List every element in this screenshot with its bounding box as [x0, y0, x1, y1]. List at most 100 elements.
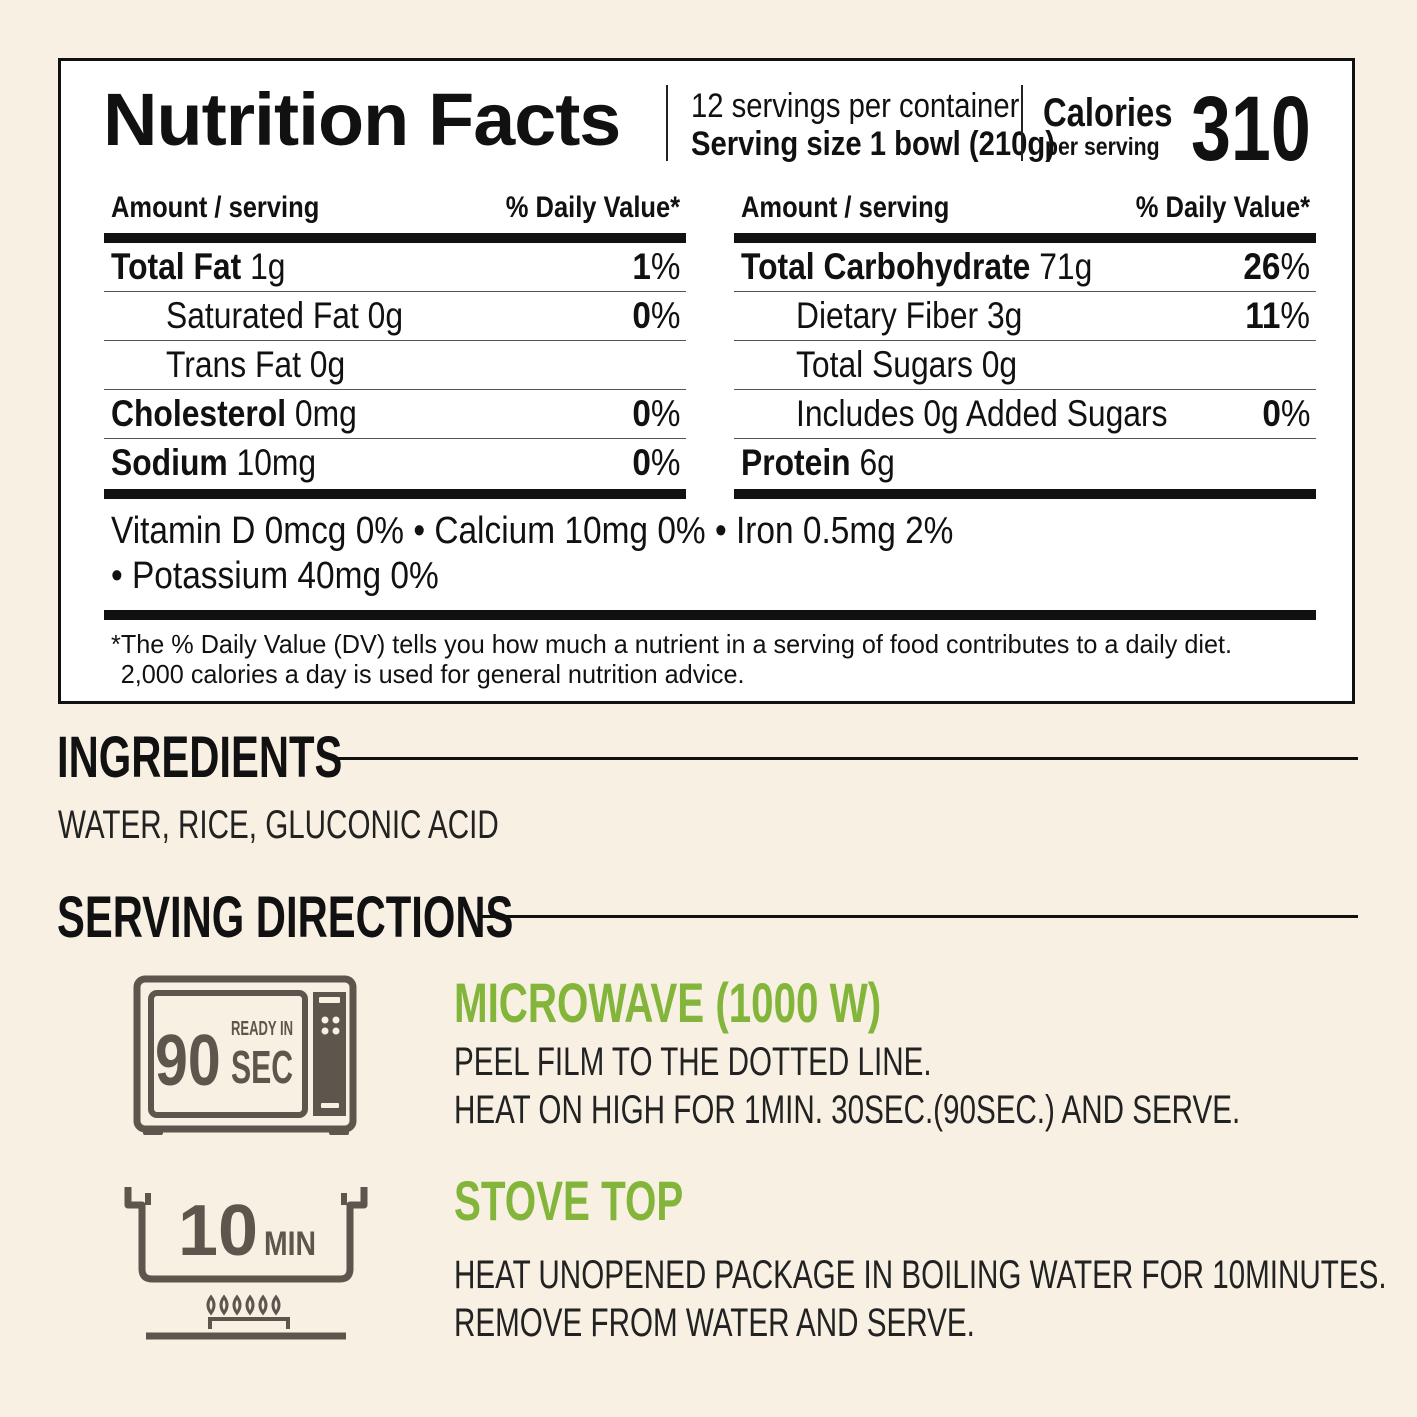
calories-value: 310 — [1191, 78, 1311, 180]
daily-value-header: % Daily Value* — [1135, 191, 1310, 224]
vitamins-line: • Potassium 40mg 0% — [111, 555, 439, 597]
daily-value-percent: 1% — [632, 243, 680, 291]
thick-rule — [734, 489, 1316, 499]
microwave-icon: 90 READY IN SEC — [133, 975, 359, 1142]
footnote-line: *The % Daily Value (DV) tells you how mu… — [111, 629, 1232, 659]
vitamins-minerals: Vitamin D 0mcg 0% • Calcium 10mg 0% • Ir… — [111, 509, 1185, 599]
servings-per-container: 12 servings per container — [691, 87, 1020, 125]
percent-number: 1 — [631, 246, 651, 287]
nutrient-amount: 1g — [241, 246, 286, 287]
stove-top-title: STOVE TOP — [454, 1169, 684, 1232]
stove-instruction: REMOVE FROM WATER AND SERVE. — [454, 1301, 975, 1345]
thick-rule — [734, 233, 1316, 243]
nutrient-amount: 6g — [850, 442, 895, 483]
header-divider — [666, 85, 668, 161]
amount-per-serving-header: Amount / serving — [111, 191, 320, 224]
daily-value-percent: 26% — [1243, 243, 1310, 291]
nutrient-label: Total Carbohydrate 71g — [741, 243, 1092, 291]
thick-rule — [104, 233, 686, 243]
nutrient-rows-right: Total Carbohydrate 71g 26% Dietary Fiber 3… — [734, 243, 1316, 487]
percent-number: 0 — [1261, 393, 1281, 434]
microwave-title: MICROWAVE (1000 W) — [454, 971, 882, 1034]
nutrient-row: Dietary Fiber 3g 11% — [734, 292, 1316, 341]
percent-sign: % — [650, 393, 680, 434]
percent-number: 0 — [631, 442, 651, 483]
nutrient-label: Includes 0g Added Sugars — [796, 390, 1168, 438]
microwave-instruction: PEEL FILM TO THE DOTTED LINE. — [454, 1040, 932, 1084]
nutrient-row: Saturated Fat 0g 0% — [104, 292, 686, 341]
percent-sign: % — [650, 442, 680, 483]
microwave-icon-top: READY IN — [231, 1018, 293, 1040]
serving-size: Serving size 1 bowl (210g) — [691, 125, 1055, 163]
column-header: Amount / serving % Daily Value* — [734, 191, 1316, 231]
vitamins-line: Vitamin D 0mcg 0% • Calcium 10mg 0% • Ir… — [111, 510, 954, 552]
amount-per-serving-header: Amount / serving — [741, 191, 950, 224]
stove-icon-number: 10 — [178, 1191, 258, 1271]
nutrient-amount: 71g — [1030, 246, 1093, 287]
nutrient-amount: Dietary Fiber 3g — [796, 295, 1023, 336]
nutrient-rows-left: Total Fat 1g 1% Saturated Fat 0g 0% Trans Fa… — [104, 243, 686, 487]
nutrient-row: Trans Fat 0g — [104, 341, 686, 390]
nutrient-row: Includes 0g Added Sugars 0% — [734, 390, 1316, 439]
nutrient-row: Protein 6g — [734, 439, 1316, 487]
nutrient-amount: Total Sugars 0g — [796, 344, 1018, 385]
percent-number: 11 — [1245, 295, 1281, 336]
section-rule — [482, 915, 1358, 918]
percent-sign: % — [650, 246, 680, 287]
nutrient-name: Cholesterol — [111, 393, 287, 434]
microwave-icon-unit: SEC — [231, 1041, 293, 1093]
nutrient-row: Total Sugars 0g — [734, 341, 1316, 390]
thick-rule — [104, 489, 686, 499]
nutrition-facts-title: Nutrition Facts — [103, 78, 621, 161]
thick-rule — [104, 610, 1316, 620]
nutrient-row: Cholesterol 0mg 0% — [104, 390, 686, 439]
nutrient-name: Total Fat — [111, 246, 242, 287]
nutrient-label: Dietary Fiber 3g — [796, 292, 1022, 340]
ingredients-list: WATER, RICE, GLUCONIC ACID — [58, 803, 499, 847]
serving-directions-heading: SERVING DIRECTIONS — [57, 885, 514, 950]
percent-sign: % — [1280, 393, 1310, 434]
stove-instruction: HEAT UNOPENED PACKAGE IN BOILING WATER F… — [454, 1253, 1387, 1297]
nutrient-row: Total Fat 1g 1% — [104, 243, 686, 292]
daily-value-percent: 0% — [1262, 390, 1310, 438]
percent-number: 0 — [631, 393, 651, 434]
daily-value-footnote: *The % Daily Value (DV) tells you how mu… — [111, 629, 1232, 689]
daily-value-percent: 0% — [632, 292, 680, 340]
nutrient-label: Trans Fat 0g — [166, 341, 345, 389]
calories-label: Calories — [1043, 91, 1173, 135]
daily-value-percent: 0% — [632, 439, 680, 487]
daily-value-percent: 0% — [632, 390, 680, 438]
percent-number: 26 — [1243, 246, 1281, 287]
percent-sign: % — [1280, 246, 1310, 287]
nutrient-name: Protein — [741, 442, 851, 483]
percent-sign: % — [650, 295, 680, 336]
stove-icon-unit: MIN — [264, 1225, 316, 1263]
percent-sign: % — [1280, 295, 1310, 336]
percent-number: 0 — [631, 295, 651, 336]
nutrient-amount: 10mg — [227, 442, 317, 483]
per-serving-label: per serving — [1045, 133, 1160, 161]
nutrient-label: Total Fat 1g — [111, 243, 285, 291]
nutrient-amount: Saturated Fat 0g — [166, 295, 404, 336]
nutrition-facts-panel: Nutrition Facts 12 servings per containe… — [58, 58, 1355, 704]
nutrient-column-left: Amount / serving % Daily Value* Total Fa… — [104, 191, 686, 499]
nutrient-label: Total Sugars 0g — [796, 341, 1017, 389]
nutrient-label: Saturated Fat 0g — [166, 292, 403, 340]
nutrient-name: Total Carbohydrate — [741, 246, 1031, 287]
nutrient-amount: Includes 0g Added Sugars — [796, 393, 1168, 434]
nutrient-column-right: Amount / serving % Daily Value* Total Ca… — [734, 191, 1316, 499]
nutrient-label: Cholesterol 0mg — [111, 390, 357, 438]
nutrient-row: Total Carbohydrate 71g 26% — [734, 243, 1316, 292]
nutrient-label: Protein 6g — [741, 439, 895, 487]
nutrient-label: Sodium 10mg — [111, 439, 316, 487]
microwave-icon-number: 90 — [155, 1019, 221, 1100]
footnote-line: 2,000 calories a day is used for general… — [120, 659, 745, 689]
nutrient-row: Sodium 10mg 0% — [104, 439, 686, 487]
microwave-instruction: HEAT ON HIGH FOR 1MIN. 30SEC.(90SEC.) AN… — [454, 1088, 1241, 1132]
stove-pot-icon: 10 MIN — [118, 1183, 374, 1350]
section-rule — [332, 757, 1358, 760]
ingredients-heading: INGREDIENTS — [57, 725, 343, 790]
nutrient-amount: 0mg — [286, 393, 357, 434]
nutrient-name: Sodium — [111, 442, 228, 483]
column-header: Amount / serving % Daily Value* — [104, 191, 686, 231]
